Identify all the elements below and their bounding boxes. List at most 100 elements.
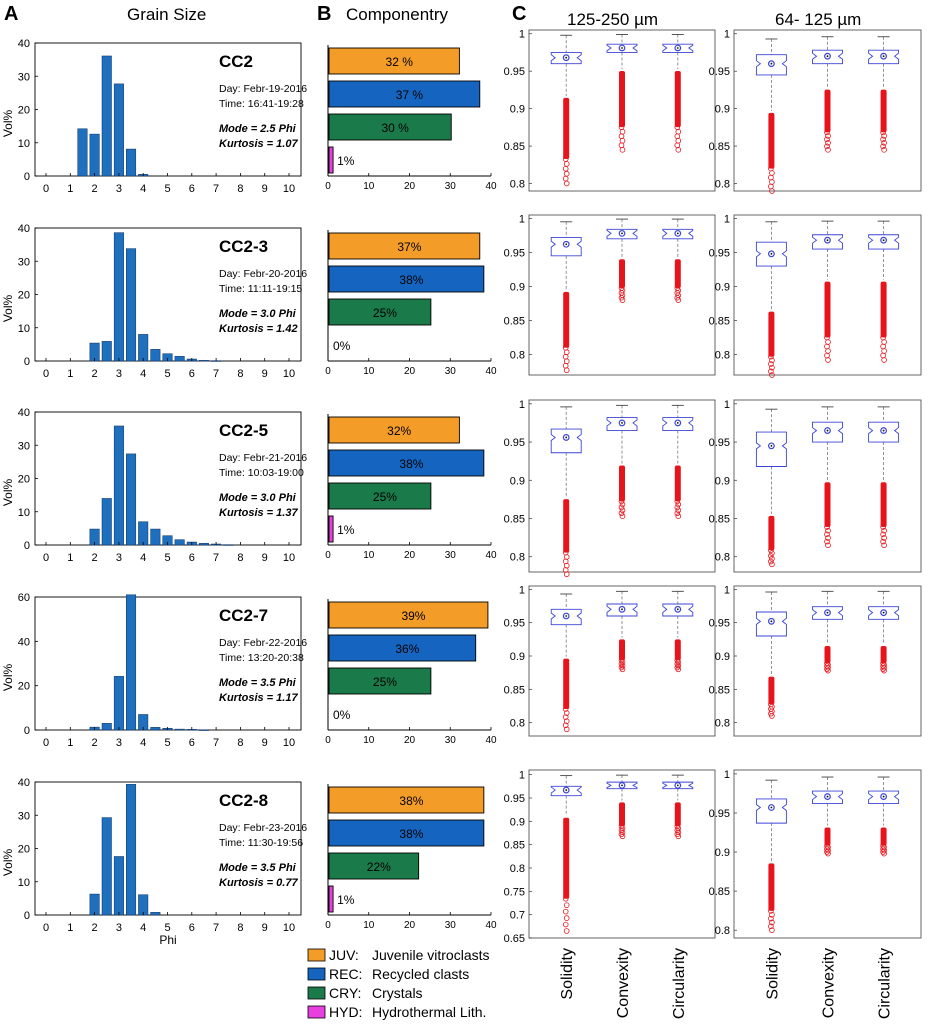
panel-a-title: Grain Size (127, 5, 206, 24)
box-ytick-label: 0.9 (715, 281, 730, 293)
grain-xtick-label: 3 (116, 737, 122, 749)
box-outlier-point (768, 915, 774, 922)
box-ytick-label: 1 (519, 29, 525, 41)
box-median-dot (770, 62, 773, 65)
componentry-panels: 32 % 37 % 30 % 1% 0 10 20 30 40 37% 38% 25% 0% 0 10 20 3… (325, 45, 497, 931)
grain-bar (101, 723, 112, 731)
box-median-dot (676, 608, 679, 611)
grain-ytick-label: 20 (18, 105, 30, 117)
grain-xtick-label: 3 (116, 922, 122, 934)
grain-bar (101, 498, 112, 546)
box-outlier-band (768, 112, 775, 169)
grain-ytick-label: 20 (18, 681, 30, 693)
box-iqr (606, 781, 638, 790)
box-ytick-label: 0.65 (504, 933, 525, 945)
box-ytick-label: 1 (724, 213, 730, 225)
grain-xtick-label: 3 (116, 368, 122, 380)
box-outlier-point (618, 498, 625, 505)
grain-bar (138, 521, 149, 546)
box-outlier-band (619, 802, 625, 827)
sample-day: Day: Febr-20-2016 (219, 268, 307, 280)
comp-bar-label: 38% (399, 827, 423, 841)
box-median-dot (621, 47, 623, 49)
box-outlier-point (881, 140, 887, 146)
grain-xtick-label: 10 (283, 368, 295, 380)
grain-xtick-label: 9 (262, 737, 268, 749)
grain-xtick-label: 0 (43, 552, 49, 564)
grain-ytick-label: 10 (18, 507, 30, 519)
grain-xtick-label: 7 (213, 552, 219, 564)
box-median-dot (770, 806, 773, 809)
box-median-marker (880, 52, 887, 60)
box-ytick-label: 1 (519, 399, 525, 411)
grain-xtick-label: 9 (262, 368, 268, 380)
box-ytick-label: 0.95 (709, 66, 730, 78)
box-median-dot (882, 611, 885, 614)
box-median-marker (824, 427, 831, 434)
box-iqr (812, 606, 843, 620)
grain-ytick-label: 40 (18, 777, 30, 789)
box-outlier-point (562, 921, 569, 928)
box-ytick-label: 0.85 (709, 141, 730, 153)
comp-bar-label: 36% (395, 642, 419, 656)
grain-ytick-label: 0 (24, 171, 30, 183)
grain-xtick-label: 4 (140, 552, 146, 564)
box-outlier-point (675, 513, 682, 519)
sample-kurtosis: Kurtosis = 1.17 (219, 692, 298, 704)
comp-bar-label: 1% (337, 523, 355, 537)
box-ytick-label: 0.85 (504, 316, 525, 328)
grain-xtick-label: 2 (92, 737, 98, 749)
grain-ytick-label: 20 (18, 474, 30, 486)
box-iqr (550, 608, 582, 626)
grain-xtick-label: 8 (237, 922, 243, 934)
grain-xtick-label: 1 (67, 368, 73, 380)
sample-kurtosis: Kurtosis = 0.77 (219, 877, 298, 889)
box-iqr (812, 234, 843, 250)
box-ytick-label: 0.9 (715, 475, 730, 487)
box-outlier-band (619, 70, 625, 128)
grain-xtick-label: 2 (92, 922, 98, 934)
box-category-label: Convexity (821, 948, 838, 1018)
grain-xtick-label: 4 (140, 737, 146, 749)
box-iqr (662, 43, 694, 53)
box-ytick-label: 0.85 (709, 886, 730, 898)
box-iqr (755, 54, 787, 76)
comp-bar (328, 601, 489, 629)
box-outlier-point (769, 357, 775, 364)
box-outlier-point (881, 527, 887, 534)
box-ytick-label: 0.8 (715, 350, 730, 362)
grain-bar (113, 676, 124, 731)
comp-bar (328, 298, 432, 326)
grain-bar (138, 334, 149, 362)
box-outlier-point (768, 353, 774, 360)
grain-axes-frame (34, 411, 302, 546)
box-iqr (755, 798, 787, 824)
comp-bar (328, 416, 460, 444)
box-outlier-point (768, 558, 774, 565)
box-median-dot (882, 795, 885, 798)
grain-ytick-label: 30 (18, 256, 30, 268)
box-outlier-point (675, 833, 682, 840)
legend-code-cry: CRY: (329, 985, 361, 1001)
box-outlier-point (563, 915, 570, 921)
box-outlier-point (824, 849, 830, 855)
box-outlier-band (619, 639, 625, 661)
box-outlier-point (619, 297, 626, 303)
box-outlier-point (563, 571, 570, 578)
box-ytick-label: 1 (724, 29, 730, 41)
comp-xtick-label: 10 (363, 920, 375, 931)
box-outlier-band (824, 646, 831, 664)
box-median-dot (565, 615, 568, 617)
box-median-marker (824, 793, 831, 800)
comp-bar-label: 25% (373, 675, 397, 689)
box-outlier-band (674, 802, 681, 827)
box-ytick-label: 0.95 (504, 793, 525, 805)
comp-xtick-label: 40 (485, 181, 497, 192)
box-category-label: Solidity (559, 948, 576, 1000)
box-outlier-point (618, 504, 625, 511)
box-outlier-point (881, 535, 887, 541)
grain-xtick-label: 9 (262, 922, 268, 934)
legend-label-juv: Juvenile vitroclasts (372, 947, 490, 963)
